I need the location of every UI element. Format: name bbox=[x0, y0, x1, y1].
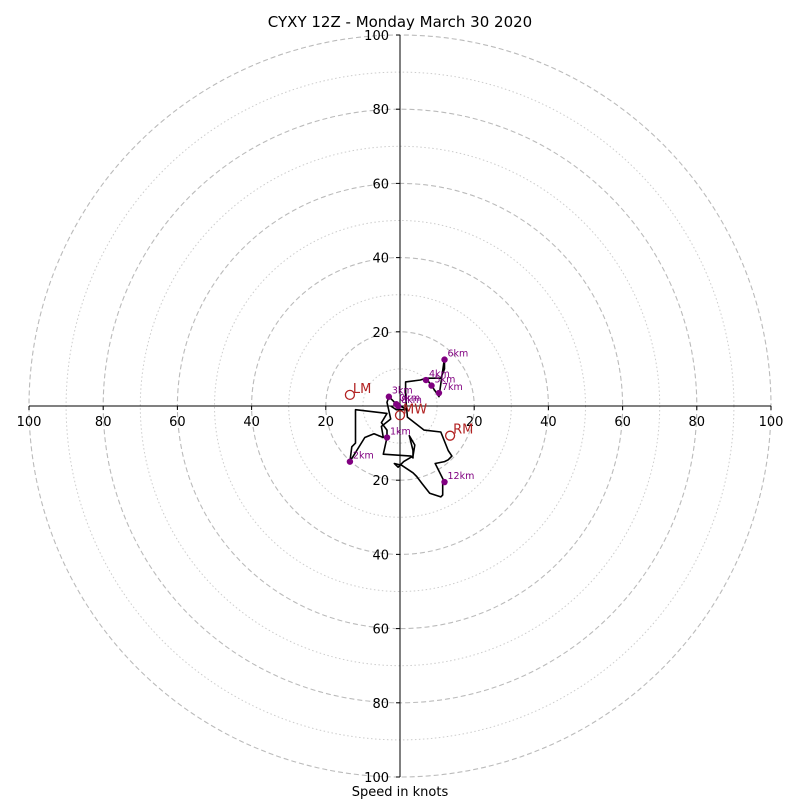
height-label-0km: 0km bbox=[399, 393, 420, 404]
y-tick-label: 20 bbox=[372, 474, 389, 489]
height-label-7km: 7km bbox=[442, 382, 463, 393]
motion-marker-RM bbox=[444, 430, 456, 441]
height-label-1km: 1km bbox=[390, 427, 411, 438]
y-tick-label: 40 bbox=[372, 252, 389, 267]
height-point-3km bbox=[385, 393, 393, 400]
y-tick-label: 60 bbox=[372, 623, 389, 638]
y-tick-label: 40 bbox=[372, 548, 389, 563]
hodograph-series bbox=[349, 357, 453, 498]
x-tick-label: 40 bbox=[243, 415, 260, 430]
y-tick-label: 100 bbox=[364, 771, 389, 786]
x-axis-label: Speed in knots bbox=[352, 785, 449, 800]
height-label-4km: 4km bbox=[429, 369, 450, 380]
chart-title: CYXY 12Z - Monday March 30 2020 bbox=[268, 13, 532, 31]
height-point-4km bbox=[422, 376, 430, 384]
motion-label-LM: LM bbox=[353, 382, 371, 397]
y-tick-label: 60 bbox=[372, 177, 389, 192]
motion-marker-MW bbox=[394, 410, 406, 421]
height-label-12km: 12km bbox=[448, 471, 475, 482]
x-tick-label: 60 bbox=[169, 415, 186, 430]
y-tick-label: 80 bbox=[372, 103, 389, 118]
height-label-5km: 5km bbox=[435, 375, 456, 386]
height-point-1km bbox=[383, 434, 391, 441]
x-tick-label: 20 bbox=[466, 415, 483, 430]
height-label-8km: 8km bbox=[401, 395, 422, 406]
height-label-6km: 6km bbox=[448, 349, 469, 360]
x-tick-label: 100 bbox=[759, 415, 784, 430]
y-tick-label: 100 bbox=[364, 29, 389, 44]
height-point-7km bbox=[435, 389, 443, 397]
motion-label-MW: MW bbox=[403, 402, 427, 417]
motion-marker-LM bbox=[344, 389, 356, 401]
height-point-12km bbox=[441, 478, 448, 486]
x-tick-label: 40 bbox=[540, 415, 557, 430]
height-label-2km: 2km bbox=[353, 451, 374, 462]
height-point-8km bbox=[394, 402, 402, 410]
tick-labels: 100 80 60 40 20 20 40 60 80 100 100 80 60 40 20 20 40 60 8… bbox=[17, 29, 784, 786]
y-tick-label: 20 bbox=[372, 326, 389, 341]
x-tick-label: 20 bbox=[318, 415, 335, 430]
height-point-2km bbox=[346, 458, 354, 465]
x-tick-label: 60 bbox=[614, 415, 631, 430]
x-tick-label: 100 bbox=[17, 415, 42, 430]
y-tick-label: 80 bbox=[372, 697, 389, 712]
height-point-6km bbox=[441, 356, 448, 363]
x-tick-label: 80 bbox=[95, 415, 112, 430]
motion-label-RM: RM bbox=[453, 423, 473, 438]
hodograph-line bbox=[349, 357, 453, 498]
height-label-3km: 3km bbox=[392, 386, 413, 397]
height-point-5km bbox=[428, 382, 435, 389]
x-tick-label: 80 bbox=[689, 415, 706, 430]
storm-motion-markers: LM RM MW bbox=[344, 382, 473, 441]
